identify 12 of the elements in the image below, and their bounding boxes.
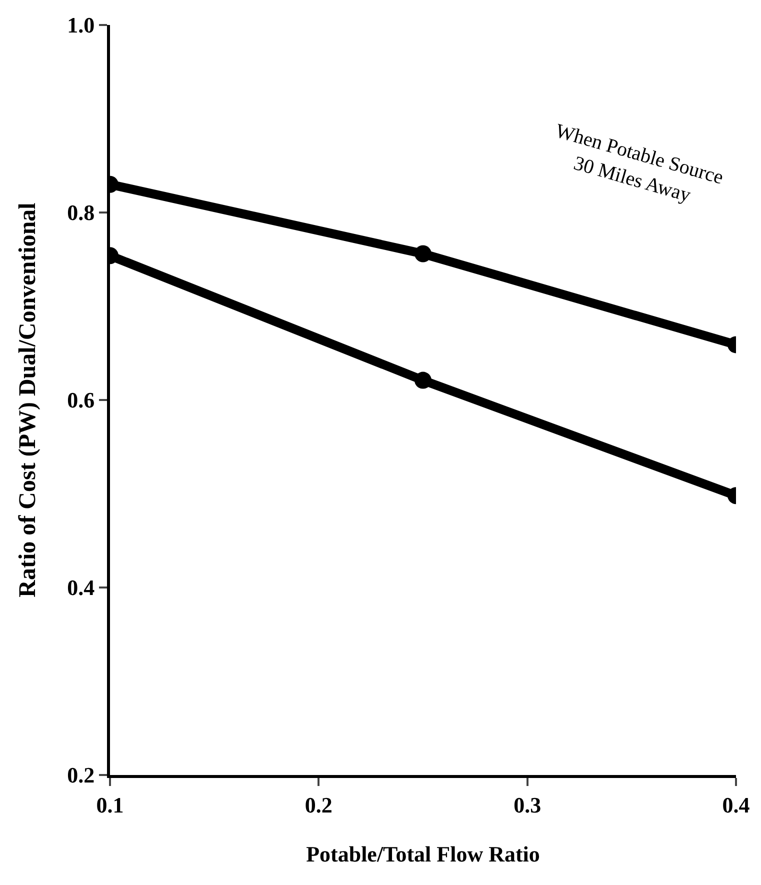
y-tick-label: 0.4 bbox=[67, 575, 95, 600]
y-tick-label: 0.8 bbox=[67, 200, 95, 226]
y-axis-title: Ratio of Cost (PW) Dual/Conventional bbox=[15, 202, 42, 598]
y-tick-label: 0.6 bbox=[67, 388, 95, 413]
annotation: When Potable Source 30 Miles Away bbox=[553, 120, 726, 207]
x-tick-label: 0.3 bbox=[514, 792, 542, 818]
x-tick-label: 0.4 bbox=[722, 792, 750, 818]
x-tick-label: 0.2 bbox=[304, 792, 332, 818]
y-tick-label: 1.0 bbox=[67, 12, 95, 38]
x-tick-label: 0.1 bbox=[96, 792, 124, 818]
y-tick-label: 0.2 bbox=[67, 762, 95, 788]
x-axis-title: Potable/Total Flow Ratio bbox=[306, 841, 540, 866]
